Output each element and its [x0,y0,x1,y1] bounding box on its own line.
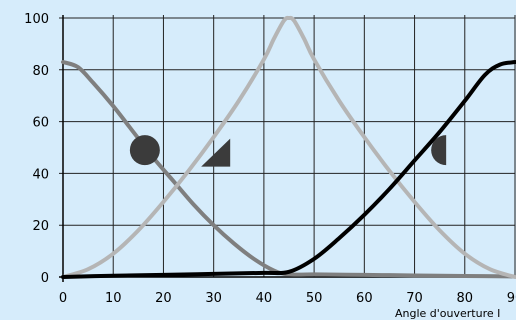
x-axis-label: Angle d'ouverture I [395,307,500,320]
tick-labels: 0 10 20 30 40 50 60 70 80 90 0 20 40 60 80 100 [24,12,516,306]
x-tick-label-1: 10 [105,291,122,306]
x-tick-label-5: 50 [306,291,323,306]
series-line-0 [61,60,516,279]
y-tick-label-0: 0 [41,271,49,286]
series-marker-2 [431,135,447,166]
x-tick-label-3: 30 [205,291,222,306]
series-marker-1 [201,138,231,167]
y-tick-label-3: 60 [32,116,49,131]
series-line-2 [61,60,516,279]
x-tick-label-8: 80 [457,291,474,306]
series-lines [61,15,516,279]
y-tick-label-1: 20 [32,219,49,234]
y-tick-label-4: 80 [32,64,49,79]
series-line-1 [61,15,516,279]
y-tick-label-5: 100 [24,12,49,27]
x-tick-label-4: 40 [256,291,273,306]
x-tick-label-9: 90 [507,291,516,306]
x-tick-label-2: 20 [155,291,172,306]
x-tick-label-0: 0 [59,291,67,306]
series-markers [129,135,447,167]
x-tick-label-7: 70 [406,291,423,306]
y-tick-label-2: 40 [32,167,49,182]
x-tick-label-6: 60 [356,291,373,306]
series-marker-0 [129,135,160,166]
